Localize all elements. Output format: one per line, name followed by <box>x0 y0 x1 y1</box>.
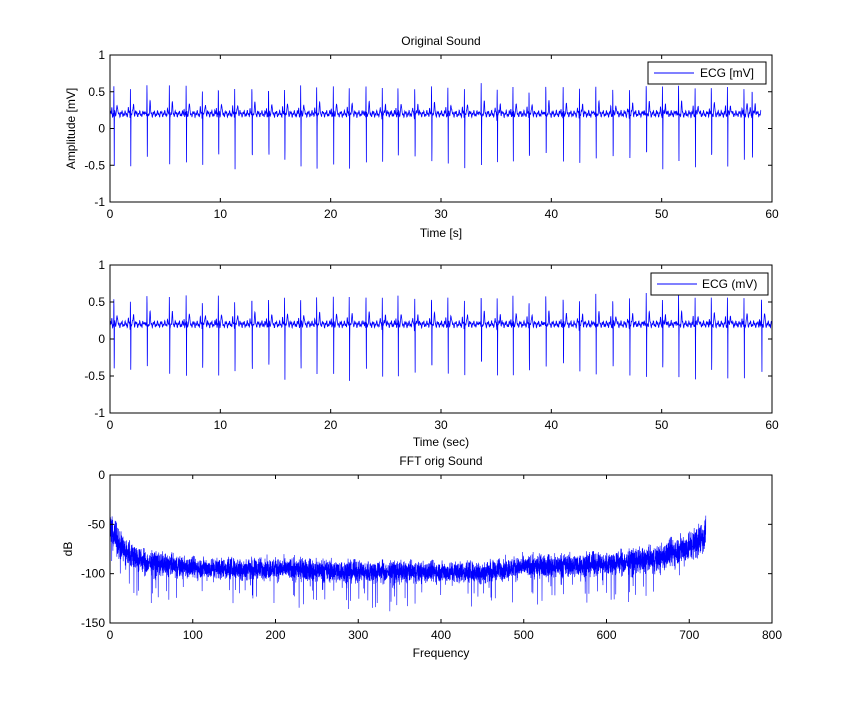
axis-ticks: 0 10 20 30 40 50 60 -1 -0.5 0 0.5 1 <box>84 258 779 432</box>
ecg-series-line <box>109 83 762 170</box>
y-tick-label: 0.5 <box>88 295 105 309</box>
y-tick-label: -0.5 <box>84 158 105 172</box>
fft-panel: 0 100 200 300 400 500 600 700 800 -150 -100 -50 0 FF… <box>61 454 782 660</box>
y-tick-label: 0 <box>98 122 105 136</box>
y-tick-label: 0 <box>98 332 105 346</box>
x-axis-label: Time (sec) <box>413 435 469 449</box>
x-tick-label: 20 <box>324 207 338 221</box>
x-tick-label: 500 <box>514 628 534 642</box>
x-tick-label: 0 <box>107 628 114 642</box>
ecg-original-panel: 0 10 20 30 40 50 60-1-0.500.51 Original Sound … <box>64 34 779 240</box>
fft-series-line <box>109 515 707 612</box>
y-tick-label: -1 <box>94 406 105 420</box>
x-tick-label: 700 <box>679 628 699 642</box>
ecg-series-line <box>109 292 773 381</box>
x-tick-label: 10 <box>214 207 228 221</box>
chart-title: FFT orig Sound <box>399 454 482 468</box>
y-tick-label: -150 <box>81 616 105 630</box>
x-tick-label: 10 <box>214 418 228 432</box>
x-tick-label: 100 <box>183 628 203 642</box>
legend-box <box>650 272 769 296</box>
legend-box <box>647 61 767 85</box>
y-tick-label: 1 <box>98 48 105 62</box>
x-tick-label: 20 <box>324 418 338 432</box>
x-tick-label: 800 <box>762 628 782 642</box>
legend: ECG [mV] <box>647 61 767 85</box>
x-tick-label: 300 <box>348 628 368 642</box>
x-tick-label: 30 <box>434 207 448 221</box>
x-tick-label: 40 <box>545 207 559 221</box>
x-tick-label: 200 <box>265 628 285 642</box>
ecg-filtered-panel: 0 10 20 30 40 50 60 -1 -0.5 0 0.5 1 Time (sec) ECG … <box>84 258 779 449</box>
x-tick-label: 40 <box>545 418 559 432</box>
y-tick-label: 0.5 <box>88 85 105 99</box>
axis-ticks: 0 10 20 30 40 50 60 -1 -0.5 0 0.5 1 <box>84 48 779 221</box>
x-tick-label: 0 <box>107 207 114 221</box>
x-tick-label: 60 <box>765 207 779 221</box>
legend-label: ECG (mV) <box>702 277 757 291</box>
ecg-signal-trace <box>109 83 762 170</box>
legend: ECG (mV) <box>650 272 769 296</box>
y-axis-label: dB <box>61 542 75 557</box>
x-tick-label: 0 <box>107 418 114 432</box>
x-tick-label: 30 <box>434 418 448 432</box>
y-tick-label: -50 <box>88 517 106 531</box>
fft-spectrum-trace <box>109 515 707 612</box>
chart-title: Original Sound <box>401 34 480 48</box>
x-tick-label: 50 <box>655 207 669 221</box>
y-tick-label: 0 <box>98 468 105 482</box>
y-tick-label: 1 <box>98 258 105 272</box>
legend-label: ECG [mV] <box>700 66 754 80</box>
x-axis-label: Frequency <box>413 646 470 660</box>
x-tick-label: 50 <box>655 418 669 432</box>
y-tick-label: -0.5 <box>84 369 105 383</box>
x-axis-label: Time [s] <box>420 226 462 240</box>
y-axis-label: Amplitude [mV] <box>64 88 78 169</box>
y-tick-label: -1 <box>94 195 105 209</box>
x-tick-label: 400 <box>431 628 451 642</box>
x-tick-label: 60 <box>765 418 779 432</box>
x-tick-label: 600 <box>596 628 616 642</box>
axis-ticks: 0 100 200 300 400 500 600 700 800 -150 -100 -50 0 <box>81 468 782 642</box>
y-tick-label: -100 <box>81 567 105 581</box>
ecg-signal-trace <box>109 292 773 381</box>
